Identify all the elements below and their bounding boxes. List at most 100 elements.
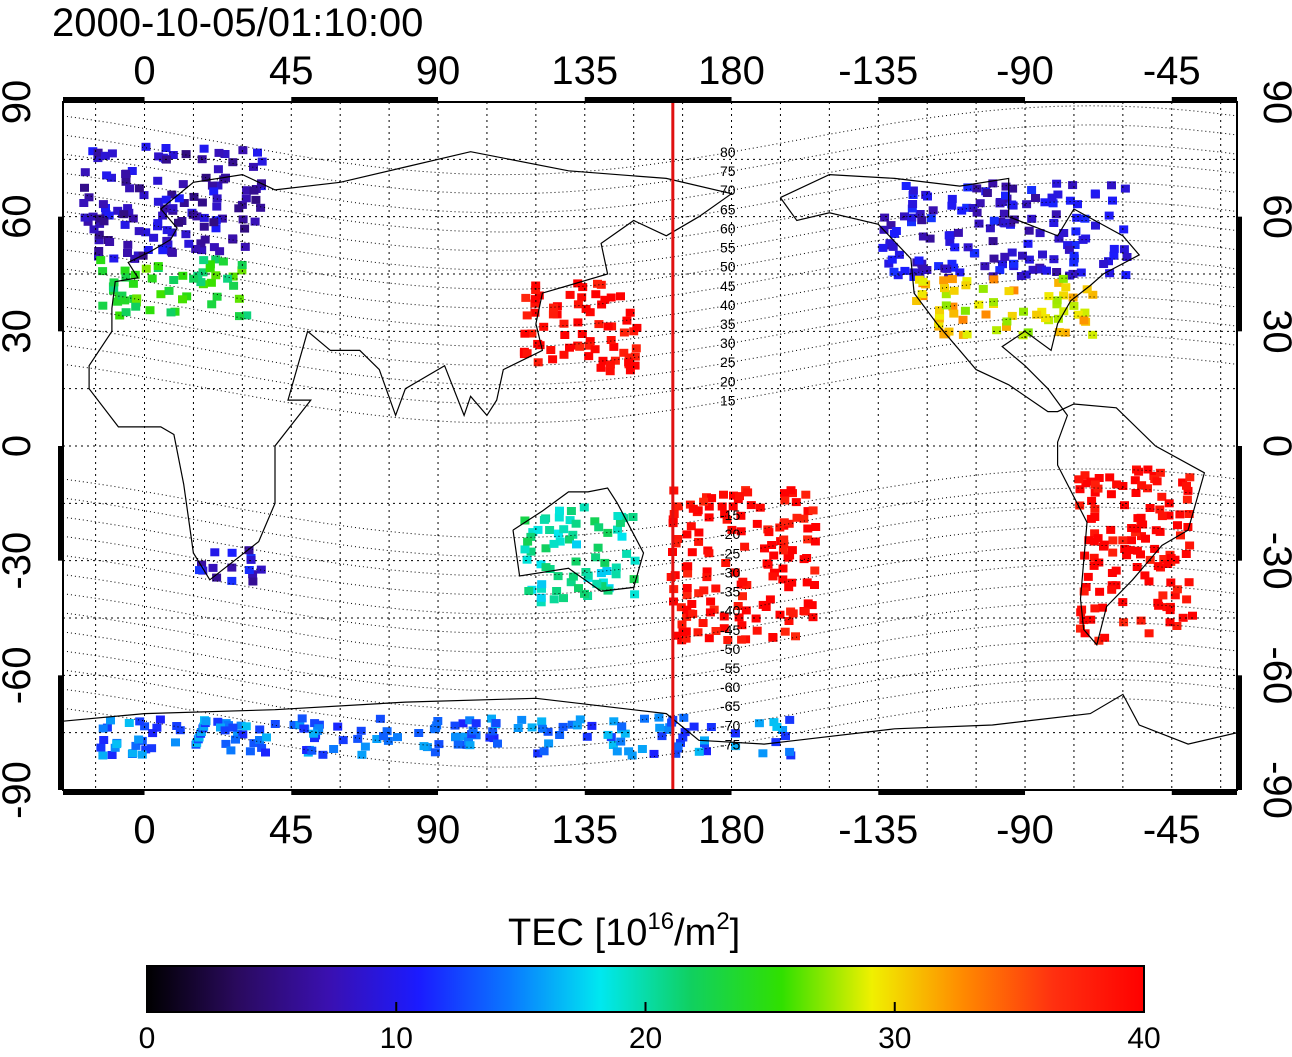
tec-cell-north-america-north [1040,198,1050,207]
tec-cell-north-america-north [1018,251,1027,260]
tec-cell-north-america-mid [1088,330,1098,339]
tec-cell-europe-north [161,144,171,152]
tec-cell-north-america-north [949,263,959,272]
tec-cell-europe-north [154,152,164,161]
tec-cell-north-america-north [1022,200,1032,209]
tec-cell-antarctica [372,735,382,743]
colorbar-tick-label: 20 [629,1022,662,1055]
tec-cell-antarctica [609,717,619,726]
tec-cell-east-asia [530,295,540,304]
tec-cell-south-america [1163,560,1173,568]
tec-cell-europe-north [242,186,252,195]
colorbar-title-prefix: TEC [10 [508,912,647,954]
tec-cell-europe-north [99,217,109,226]
tec-cell-north-america-north [1009,259,1019,268]
tec-cell-europe-south [145,306,155,315]
tec-cell-east-asia [590,345,600,354]
tec-cell-north-america-north [944,231,954,240]
tec-cell-north-america-north [909,268,919,277]
tec-cell-europe-north [181,230,191,239]
tec-cell-europe-north [153,176,163,185]
tec-cell-north-america-north [1000,219,1010,228]
latitude-label: 0 [1255,435,1292,457]
tec-cell-europe-north [197,246,207,255]
tec-cell-east-asia [585,337,595,346]
tec-cell-antarctica [124,719,134,727]
tec-cell-south-america [1152,477,1162,486]
tec-cell-north-america-north [1070,241,1080,249]
tec-cell-east-asia [596,363,606,372]
tec-cell-north-america-mid [978,284,988,293]
tec-cell-antarctica [491,719,501,728]
tec-cell-south-america [1093,534,1103,543]
frame-bar-top [878,97,1026,102]
contour-label: 25 [720,354,736,370]
tec-cell-antarctica [544,739,554,748]
tec-cell-europe-north [209,243,219,252]
tec-cell-south-pacific [693,628,703,637]
tec-cell-antarctica [257,743,267,752]
tec-cell-europe-north [209,218,219,227]
tec-cell-australia [622,549,632,558]
tec-cell-south-pacific [784,583,794,592]
tec-cell-south-pacific [685,500,695,509]
tec-cell-south-america [1188,611,1197,620]
tec-cell-europe-north [213,181,223,190]
tec-cell-south-pacific [719,490,728,499]
tec-cell-europe-north [167,228,177,237]
frame-bar-bottom [291,790,439,795]
tec-cell-europe-north [107,173,116,182]
tec-cell-europe-north [139,191,149,200]
tec-cell-australia [549,539,559,548]
tec-cell-europe-north [93,154,103,163]
tec-cell-east-asia [530,299,540,308]
tec-cell-east-asia [559,350,569,359]
tec-cell-north-america-north [1119,225,1129,234]
tec-cell-australia [537,580,547,589]
tec-cell-antarctica [96,743,106,752]
tec-cell-south-pacific [720,510,730,519]
longitude-label: -135 [838,808,918,852]
tec-cell-south-africa [227,563,237,572]
tec-cell-north-america-north [915,210,925,218]
tec-cell-south-pacific [677,620,687,629]
tec-cell-antarctica [356,726,366,735]
tec-cell-east-asia [603,322,613,331]
tec-cell-europe-south [235,312,244,321]
tec-cell-europe-north [214,148,224,157]
tec-cell-east-asia [535,341,545,350]
contour-label: 50 [720,259,736,275]
contour-label: -35 [720,584,740,600]
tec-cell-south-america [1090,504,1100,513]
tec-cell-antarctica [245,747,255,756]
tec-cell-north-america-mid [989,275,999,284]
tec-cell-europe-south [120,266,130,275]
tec-cell-south-pacific [676,603,686,612]
tec-cell-south-pacific [682,584,692,592]
tec-cell-europe-north [181,150,191,159]
tec-cell-antarctica [220,726,230,735]
tec-cell-antarctica [318,750,328,759]
tec-cell-australia [549,595,559,604]
tec-cell-antarctica [297,714,307,723]
tec-cell-north-america-north [1000,252,1010,261]
tec-cell-south-america [1132,546,1142,555]
tec-cell-south-pacific [673,535,683,543]
tec-cell-south-america [1178,613,1188,622]
latitude-label: 30 [0,309,39,354]
tec-cell-europe-north [94,247,104,255]
tec-cell-south-pacific [779,518,789,527]
tec-cell-antarctica [249,739,259,748]
tec-cell-south-africa [256,565,266,574]
tec-cell-east-asia [573,318,583,327]
tec-cell-south-america [1098,603,1107,612]
tec-cell-north-america-mid [944,327,954,336]
tec-cell-europe-north [121,170,131,178]
tec-cell-antarctica [665,723,675,732]
tec-cell-east-asia [560,331,570,339]
tec-cell-north-america-north [1024,226,1034,235]
tec-cell-north-america-north [988,237,998,246]
tec-cell-south-pacific [699,497,709,506]
tec-cell-antarctica [533,749,543,758]
tec-cell-europe-north [153,197,163,206]
